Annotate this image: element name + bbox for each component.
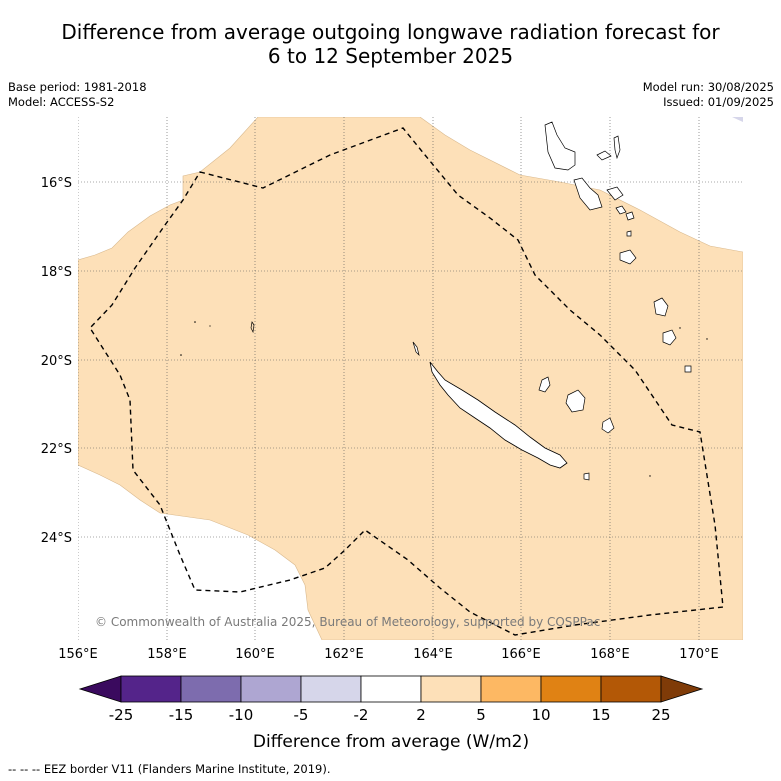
lon-label-168e: 168°E: [590, 647, 630, 662]
lon-label-160e: 160°E: [235, 647, 275, 662]
ouvea-island: [538, 376, 551, 393]
map-title-line2: 6 to 12 September 2025: [267, 44, 514, 68]
lifou-island: [565, 389, 586, 413]
reef-dot: [194, 321, 196, 323]
colorbar-tick: -25: [109, 706, 134, 724]
new-caledonia-island: [429, 361, 568, 469]
lat-label-24s: 24°S: [41, 531, 72, 546]
colorbar-segment: [300, 675, 362, 703]
colorbar-tick: -15: [169, 706, 194, 724]
lon-label-164e: 164°E: [413, 647, 453, 662]
eez-border: [89, 127, 724, 636]
colorbar-segment: [420, 675, 482, 703]
lon-label-158e: 158°E: [147, 647, 187, 662]
colorbar-tick: -5: [294, 706, 309, 724]
colorbar: -25 -15 -10 -5 -2 2 5 10 15 25 Differenc…: [78, 675, 704, 752]
ambae-island: [613, 135, 621, 160]
colorbar-tick: -10: [229, 706, 254, 724]
colorbar-tick: 25: [651, 706, 670, 724]
issued-text: Issued: 01/09/2025: [663, 95, 774, 109]
lat-label-18s: 18°S: [41, 265, 72, 280]
gridlines: [78, 117, 743, 640]
maewo-island: [596, 150, 612, 161]
model-run-text: Model run: 30/08/2025: [642, 80, 774, 94]
colorbar-segment: [600, 675, 662, 703]
shepherd-islands: [625, 211, 635, 221]
model-text: Model: ACCESS-S2: [8, 95, 115, 109]
aneityum-island: [662, 329, 677, 346]
colorbar-tick: 2: [416, 706, 426, 724]
epi-island: [615, 205, 627, 215]
reef-dot: [649, 475, 651, 477]
colorbar-min-extension: [78, 675, 122, 703]
belep-islands: [412, 341, 420, 357]
reef-dot: [706, 338, 708, 340]
colorbar-segment: [240, 675, 302, 703]
erromango-island: [619, 249, 637, 265]
lon-label-170e: 170°E: [679, 647, 719, 662]
isle-of-pines: [583, 472, 590, 481]
map-title-line1: Difference from average outgoing longwav…: [61, 20, 720, 44]
reef-dot: [180, 354, 182, 356]
espiritu-santo-island: [544, 121, 576, 171]
colorbar-segment: [120, 675, 182, 703]
colorbar-tick: 5: [476, 706, 486, 724]
small-cool-patch: [732, 117, 743, 122]
colorbar-tick: 10: [531, 706, 550, 724]
base-period-text: Base period: 1981-2018: [8, 80, 147, 94]
copyright-text: © Commonwealth of Australia 2025, Bureau…: [95, 615, 600, 629]
lat-label-20s: 20°S: [41, 354, 72, 369]
efate-island: [626, 230, 632, 237]
reef-dot: [679, 327, 681, 329]
colorbar-tick: 15: [591, 706, 610, 724]
lon-label-156e: 156°E: [58, 647, 98, 662]
colorbar-segment: [360, 675, 422, 703]
malekula-island: [573, 177, 603, 211]
mare-island: [601, 417, 615, 434]
hunter-island: [684, 365, 692, 373]
colorbar-segment: [540, 675, 602, 703]
lat-label-16s: 16°S: [41, 176, 72, 191]
colorbar-max-extension: [660, 675, 704, 703]
anomaly-region-2-to-5: [78, 117, 743, 640]
map-area: © Commonwealth of Australia 2025, Bureau…: [78, 117, 743, 640]
tanna-island: [653, 297, 669, 317]
lon-label-162e: 162°E: [324, 647, 364, 662]
pentecost-island: [606, 186, 624, 201]
chesterfield-reef: [250, 321, 255, 334]
colorbar-segment: [180, 675, 242, 703]
lat-label-22s: 22°S: [41, 442, 72, 457]
eez-footnote: -- -- -- EEZ border V11 (Flanders Marine…: [8, 762, 331, 776]
colorbar-segment: [480, 675, 542, 703]
colorbar-label: Difference from average (W/m2): [253, 732, 529, 752]
lon-label-166e: 166°E: [501, 647, 541, 662]
left-metadata: Base period: 1981-2018 Model: ACCESS-S2: [8, 80, 147, 110]
colorbar-tick: -2: [354, 706, 369, 724]
reef-dot: [209, 325, 211, 327]
right-metadata: Model run: 30/08/2025 Issued: 01/09/2025: [643, 80, 774, 110]
